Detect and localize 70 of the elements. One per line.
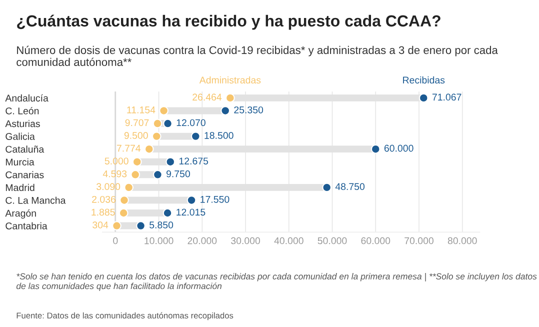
point	[112, 221, 122, 230]
x-tick-label: 0	[113, 237, 118, 244]
point	[136, 221, 146, 230]
text: *Solo se han tenido en cuenta los datos de vacunas recibidas por cada comunidad en la primera remesa | **Solo se incluyen los datos de las comunidades que han facilitado la información	[16, 273, 537, 291]
y-tick-label: C. León	[6, 107, 39, 114]
point	[118, 208, 128, 218]
point	[132, 157, 142, 167]
point	[225, 93, 235, 103]
data-label: 304	[92, 222, 108, 228]
point	[163, 118, 172, 128]
data-label: 4.593	[102, 170, 127, 178]
point	[162, 208, 172, 218]
data-label: 7.774	[116, 144, 141, 152]
data-label: 2.036	[92, 196, 116, 203]
point	[152, 132, 162, 142]
data-label: 5.850	[150, 222, 174, 228]
y-tick-label: Andalucía	[5, 94, 48, 102]
data-label: 9.750	[166, 170, 190, 178]
data-label: 9.707	[125, 119, 149, 126]
x-tick-label: 10.000	[144, 237, 174, 244]
point	[190, 132, 200, 142]
chart-subtitle: Número de dosis de vacunas contra la Covid-19 recibidas* y administradas a 3 de enero por cada comunidad autónoma**	[16, 46, 498, 66]
data-label: 60.000	[384, 144, 414, 152]
point	[418, 93, 428, 103]
data-label: 71.067	[432, 94, 462, 101]
data-label: 12.675	[179, 158, 208, 164]
point	[124, 182, 134, 192]
point	[152, 170, 162, 180]
x-tick-label: 70.000	[404, 237, 434, 244]
data-label: 25.350	[234, 106, 264, 114]
chart-title: ¿Cuántas vacunas ha recibido y ha puesto cada CCAA?	[17, 14, 440, 30]
y-tick-label: Madrid	[6, 184, 34, 192]
x-tick-label: 60.000	[361, 237, 390, 244]
y-tick-label: Asturias	[5, 120, 40, 128]
y-tick-label: Canarias	[6, 171, 44, 178]
y-tick-label: Murcia	[6, 158, 34, 166]
data-label: 18.500	[204, 132, 234, 139]
y-tick-label: Aragón	[5, 209, 36, 219]
point	[120, 195, 129, 205]
point	[220, 106, 230, 116]
x-tick-label: 50.000	[318, 237, 347, 244]
point	[166, 157, 176, 167]
point	[159, 106, 169, 116]
y-tick-label: C. La Mancha	[6, 196, 66, 204]
y-tick-label: Cataluña	[6, 146, 44, 153]
series-label: Recibidas	[403, 76, 445, 84]
x-tick-label: 20.000	[188, 237, 217, 244]
data-label: 48.750	[335, 183, 365, 190]
data-label: 3.090	[96, 183, 120, 190]
x-tick-label: 40.000	[274, 237, 304, 244]
data-label: 17.550	[200, 196, 230, 203]
x-tick-label: 30.000	[231, 237, 260, 244]
point	[322, 182, 332, 192]
y-tick-label: Galicia	[6, 132, 35, 140]
point	[370, 144, 380, 154]
data-label: 5.000	[104, 158, 128, 164]
data-label: 12.070	[176, 119, 206, 126]
data-label: 1.885	[92, 208, 115, 216]
data-label: 26.464	[192, 94, 222, 101]
x-tick-label: 80.000	[448, 237, 477, 244]
point	[130, 170, 140, 180]
data-label: 11.154	[127, 106, 156, 114]
y-tick-label: Cantabria	[6, 222, 48, 230]
series-label: Administradas	[199, 76, 261, 84]
data-label: 9.500	[124, 132, 148, 139]
point	[152, 118, 162, 128]
point	[186, 195, 196, 205]
source-note: Fuente: Datos de las comunidades autónomas recopilados	[16, 312, 234, 320]
data-label: 12.015	[176, 208, 206, 216]
point	[144, 144, 154, 154]
